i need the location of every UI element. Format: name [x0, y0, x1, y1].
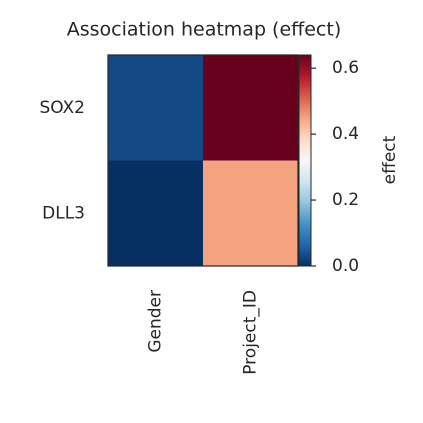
heatmap-cell: [108, 160, 204, 267]
colorbar-tick-label: 0.0: [332, 256, 359, 276]
colorbar-tick-label: 0.4: [332, 124, 359, 144]
column-label: Gender: [146, 290, 166, 353]
column-label: Project_ID: [241, 290, 261, 375]
heatmap-cell: [203, 160, 299, 267]
heatmap-cell: [108, 55, 204, 161]
heatmap-cell: [203, 55, 299, 161]
colorbar-tick-label: 0.2: [332, 190, 359, 210]
colorbar-tick-label: 0.6: [332, 58, 359, 78]
colorbar-label: effect: [380, 135, 400, 184]
chart-title: Association heatmap (effect): [67, 19, 342, 41]
row-label: SOX2: [39, 98, 85, 118]
plot-frame: [107, 54, 299, 267]
row-label: DLL3: [42, 203, 85, 223]
colorbar: [298, 54, 312, 267]
